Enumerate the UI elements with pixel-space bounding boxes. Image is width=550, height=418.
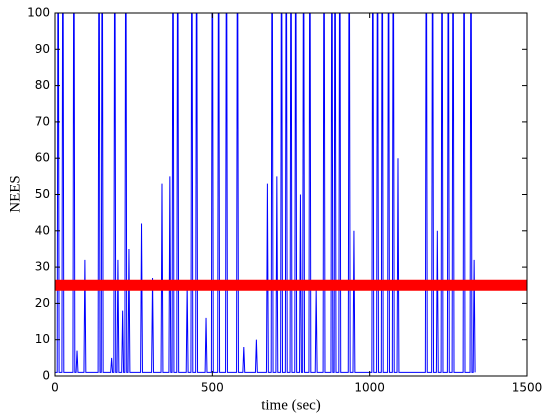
y-tick-label: 70: [35, 114, 50, 128]
plot-area: [55, 13, 527, 373]
data-line: [55, 13, 476, 373]
y-tick-label: 80: [35, 78, 50, 92]
y-tick-label: 40: [35, 223, 50, 237]
y-tick-label: 50: [35, 187, 50, 201]
y-tick-label: 10: [35, 332, 50, 346]
y-tick-label: 100: [27, 6, 50, 20]
y-tick-label: 0: [42, 369, 50, 383]
y-tick-label: 90: [35, 42, 50, 56]
x-tick-label: 0: [51, 381, 59, 395]
y-tick-label: 20: [35, 296, 50, 310]
x-tick-label: 1500: [512, 381, 543, 395]
y-tick-label: 30: [35, 260, 50, 274]
x-axis-label: time (sec): [261, 397, 321, 413]
x-tick-label: 500: [201, 381, 224, 395]
x-tick-label: 1000: [354, 381, 385, 395]
y-axis-label: NEES: [7, 175, 23, 213]
y-tick-label: 60: [35, 151, 50, 165]
